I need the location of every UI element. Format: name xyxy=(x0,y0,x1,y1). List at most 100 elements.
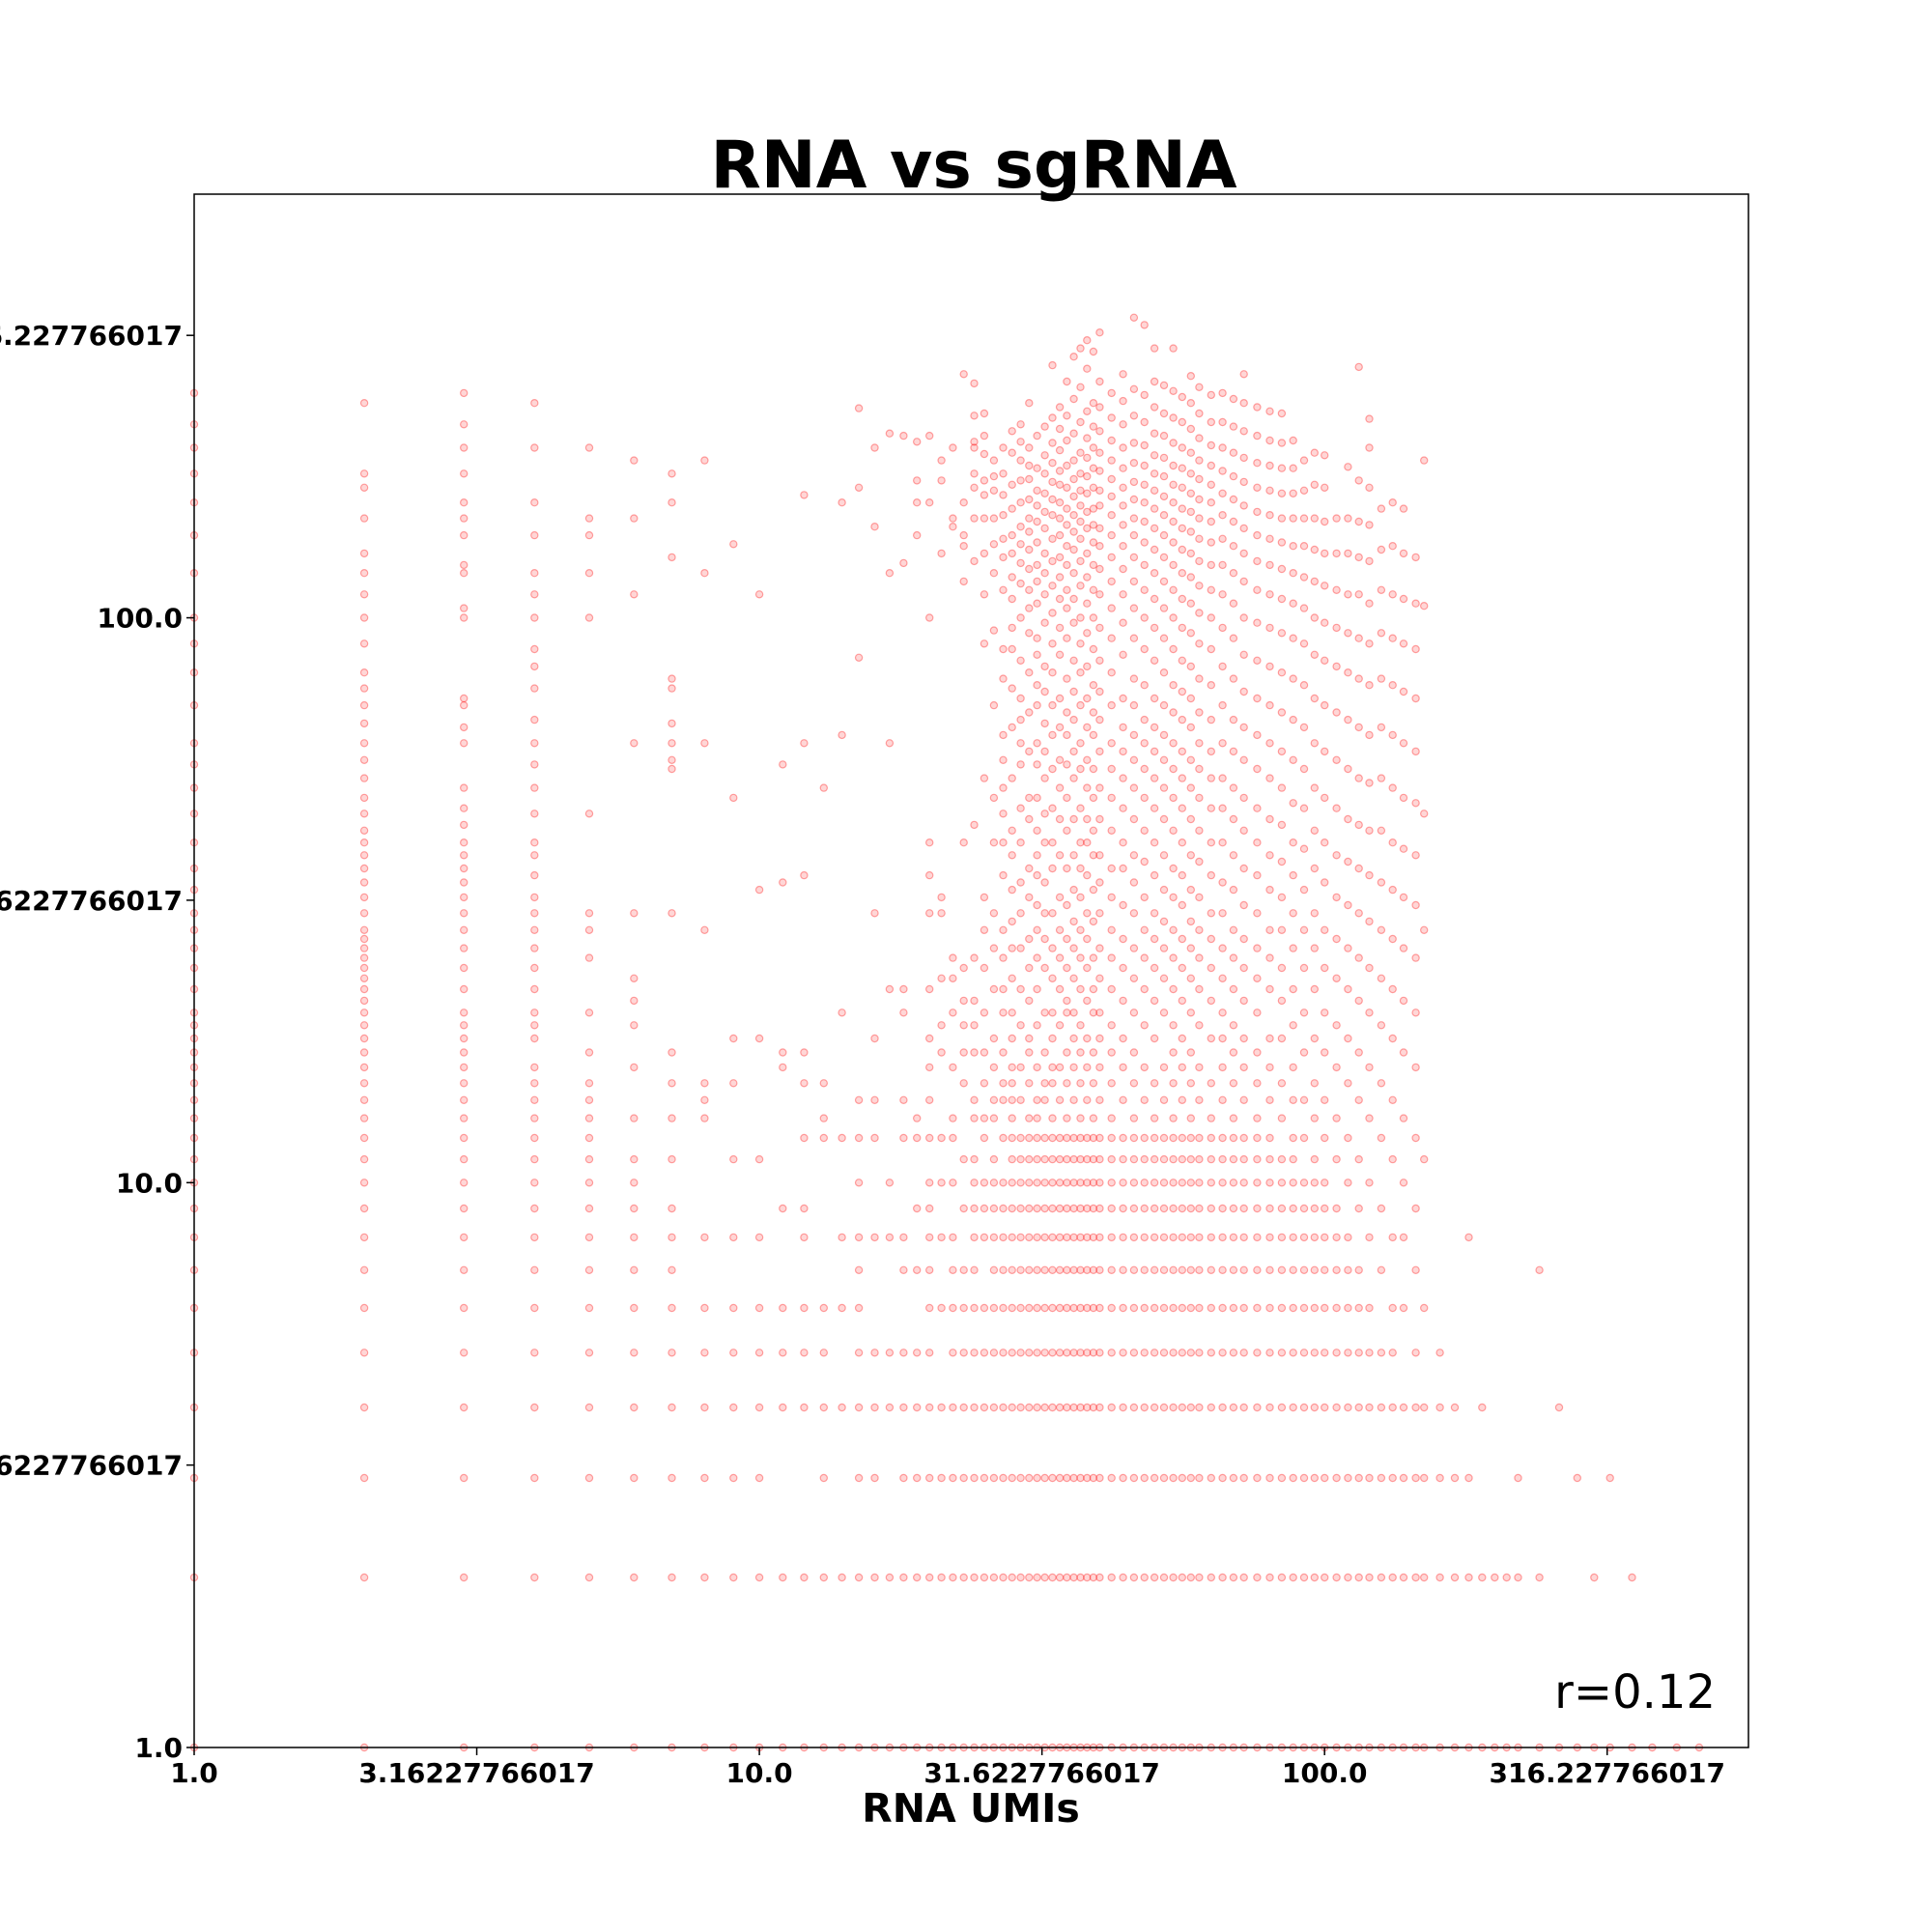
data-point-1409 xyxy=(1186,1233,1196,1242)
data-point-1929 xyxy=(1365,1063,1374,1072)
data-point-937 xyxy=(1076,1204,1085,1213)
data-point-940 xyxy=(1076,1133,1085,1143)
data-point-570 xyxy=(999,953,1008,962)
data-point-945 xyxy=(1076,984,1085,994)
data-point-369 xyxy=(885,739,895,748)
data-point-184 xyxy=(530,498,539,507)
data-point-1046 xyxy=(1089,422,1098,431)
data-point-666 xyxy=(1025,1265,1034,1275)
data-point-2011 xyxy=(1411,1349,1420,1357)
data-point-1425 xyxy=(1186,755,1196,765)
data-point-1015 xyxy=(1089,1265,1098,1275)
data-point-1828 xyxy=(1320,1095,1329,1105)
data-point-318 xyxy=(819,1573,829,1582)
data-point-1587 xyxy=(1229,422,1238,431)
data-point-692 xyxy=(1025,514,1034,523)
data-point-1426 xyxy=(1186,723,1196,732)
data-point-1526 xyxy=(1218,1179,1227,1187)
data-point-348 xyxy=(854,483,864,492)
data-point-178 xyxy=(530,662,539,671)
data-point-876 xyxy=(1063,708,1071,717)
data-point-250 xyxy=(668,739,676,748)
data-point-793 xyxy=(1048,909,1057,918)
data-point-514 xyxy=(980,925,989,935)
data-point-767 xyxy=(1040,549,1049,558)
data-point-224 xyxy=(630,1114,639,1122)
data-point-1644 xyxy=(1253,870,1262,880)
data-point-1715 xyxy=(1277,747,1287,756)
data-point-1816 xyxy=(1310,448,1320,457)
data-point-961 xyxy=(1076,517,1085,526)
data-point-648 xyxy=(1016,694,1025,703)
data-point-807 xyxy=(1048,495,1057,504)
data-point-1955 xyxy=(1377,974,1386,983)
data-point-313 xyxy=(800,1048,809,1057)
data-point-2050 xyxy=(1478,1573,1487,1582)
data-point-1581 xyxy=(1229,569,1238,578)
x-axis-ticks: 1.0 3.16227766017 10.0 31.6227766017 100.0 31… xyxy=(170,1747,1725,1789)
data-point-476 xyxy=(970,1403,979,1412)
data-point-444 xyxy=(949,1133,957,1143)
data-point-1756 xyxy=(1289,489,1297,497)
data-point-1724 xyxy=(1277,464,1287,472)
data-point-1689 xyxy=(1265,511,1274,520)
data-point-1702 xyxy=(1277,1204,1287,1213)
data-point-2025 xyxy=(1411,553,1420,562)
data-point-1071 xyxy=(1095,783,1104,792)
data-point-1772 xyxy=(1299,1009,1309,1017)
data-point-965 xyxy=(1076,448,1085,457)
data-point-1636 xyxy=(1253,1133,1262,1143)
data-point-1582 xyxy=(1229,542,1238,551)
data-point-584 xyxy=(999,491,1008,499)
data-point-1448 xyxy=(1195,1233,1204,1242)
data-point-919 xyxy=(1069,569,1078,578)
data-point-786 xyxy=(1048,1114,1057,1122)
data-point-320 xyxy=(819,1403,829,1412)
data-point-1486 xyxy=(1207,1233,1216,1242)
data-point-1730 xyxy=(1289,1403,1297,1412)
data-point-800 xyxy=(1048,668,1057,677)
data-point-888 xyxy=(1063,412,1071,420)
data-point-1490 xyxy=(1207,1133,1216,1143)
data-point-155 xyxy=(530,1133,539,1143)
data-point-1603 xyxy=(1239,1034,1248,1043)
data-point-1076 xyxy=(1095,623,1104,633)
data-point-214 xyxy=(630,1573,639,1582)
data-point-236 xyxy=(668,1473,676,1483)
data-point-1106 xyxy=(1107,953,1116,962)
data-point-253 xyxy=(668,674,676,683)
data-point-1637 xyxy=(1253,1114,1262,1122)
data-point-1456 xyxy=(1195,984,1204,994)
data-point-1446 xyxy=(1195,1303,1204,1313)
data-point-1695 xyxy=(1277,1573,1287,1582)
data-point-324 xyxy=(819,1114,829,1122)
data-point-1547 xyxy=(1218,511,1227,520)
data-point-837 xyxy=(1055,694,1065,703)
data-point-962 xyxy=(1076,501,1085,510)
data-point-1444 xyxy=(1195,1403,1204,1412)
data-point-700 xyxy=(1033,1473,1041,1483)
data-point-127 xyxy=(460,804,469,812)
data-point-829 xyxy=(1055,953,1065,962)
data-point-788 xyxy=(1048,1063,1057,1072)
data-point-868 xyxy=(1063,963,1071,973)
data-point-1032 xyxy=(1089,764,1098,774)
data-point-1926 xyxy=(1365,1233,1374,1242)
data-point-787 xyxy=(1048,1079,1057,1088)
data-point-280 xyxy=(729,1034,738,1043)
data-point-2042 xyxy=(1450,1573,1460,1582)
data-point-1281 xyxy=(1150,451,1159,460)
data-point-889 xyxy=(1063,377,1071,386)
data-point-1159 xyxy=(1119,521,1127,529)
data-point-1651 xyxy=(1253,618,1262,627)
data-point-983 xyxy=(1083,1034,1092,1043)
data-point-972 xyxy=(1083,1403,1092,1412)
data-point-1841 xyxy=(1320,549,1329,558)
data-point-909 xyxy=(1069,885,1078,895)
data-point-1763 xyxy=(1299,1349,1309,1357)
data-point-880 xyxy=(1063,585,1071,595)
data-point-1437 xyxy=(1186,448,1196,457)
data-point-867 xyxy=(1063,996,1071,1006)
data-point-451 xyxy=(949,514,957,523)
data-point-1293 xyxy=(1159,1233,1169,1242)
